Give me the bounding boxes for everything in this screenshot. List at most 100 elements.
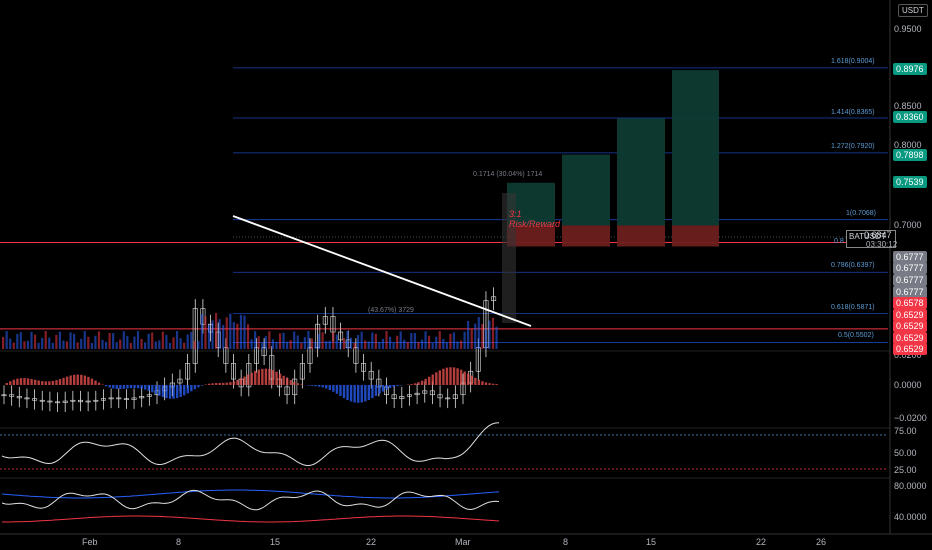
candle-body	[437, 394, 443, 399]
oscillator-bar	[16, 378, 19, 385]
oscillator-bar	[467, 373, 470, 385]
volume-bar	[239, 314, 243, 349]
oscillator-bar	[207, 383, 211, 385]
oscillator-bar	[325, 385, 328, 389]
oscillator-bar	[321, 385, 324, 388]
oscillator-bar	[353, 385, 356, 403]
volume-bar	[438, 331, 441, 349]
oscillator-bar	[459, 369, 463, 385]
oscillator-bar	[346, 385, 349, 401]
volume-bar	[126, 335, 129, 349]
oscillator-bar	[257, 369, 260, 385]
oscillator-bar	[328, 385, 331, 390]
fib-label-05: 0.5(0.5502)	[838, 332, 874, 339]
oscillator-bar	[296, 383, 300, 385]
volume-bar	[83, 331, 86, 349]
oscillator-bar	[58, 379, 62, 385]
candle-body	[253, 347, 259, 364]
volume-bar	[51, 342, 54, 349]
price-axis-label: 75.00	[894, 426, 917, 436]
volume-bar	[456, 341, 459, 349]
fib-label-08: 0.8	[834, 238, 844, 245]
volume-bar	[474, 323, 477, 349]
volume-bar	[399, 331, 402, 349]
volume-bar	[211, 320, 214, 349]
oscillator-bar	[246, 374, 250, 385]
oscillator-bar	[37, 380, 40, 385]
risk-box	[617, 225, 665, 247]
volume-bar	[410, 333, 413, 349]
candle-body	[62, 400, 68, 403]
candle-body	[269, 355, 275, 380]
volume-bar	[303, 337, 306, 349]
oscillator-bar	[73, 374, 76, 385]
oscillator-bar	[211, 383, 214, 385]
oscillator-bar	[147, 385, 150, 391]
oscillator-bar	[474, 377, 477, 385]
oscillator-bar	[488, 383, 491, 385]
volume-bar	[317, 334, 321, 349]
oscillator-bar	[289, 380, 292, 385]
volume-bar	[165, 335, 168, 349]
volume-bar	[144, 342, 147, 349]
oscillator-bar	[112, 385, 115, 389]
volume-bar	[289, 340, 292, 349]
oscillator-bar	[23, 378, 26, 385]
volume-bar	[328, 340, 331, 349]
oscillator-bar	[484, 382, 488, 385]
oscillator-bar	[190, 385, 193, 392]
indicator-line	[1, 489, 500, 499]
price-axis-label: 50.00	[894, 448, 917, 458]
target-box	[672, 70, 719, 226]
oscillator-bar	[44, 381, 47, 385]
candle-body	[131, 397, 137, 400]
oscillator-bar	[388, 385, 392, 389]
candle-body	[353, 347, 359, 364]
candle-body	[39, 399, 45, 402]
symbol-label: BATUSDT	[849, 232, 886, 241]
candle-body	[85, 400, 91, 403]
volume-bar	[112, 333, 115, 349]
oscillator-bar	[314, 385, 317, 387]
volume-bar	[321, 332, 324, 349]
candle-body	[16, 396, 22, 399]
oscillator-bar	[133, 385, 136, 389]
oscillator-bar	[417, 382, 420, 385]
target-price-tag: 0.7898	[893, 149, 927, 161]
oscillator-bar	[431, 374, 434, 385]
oscillator-bar	[51, 380, 55, 385]
oscillator-bar	[94, 380, 97, 385]
volume-bar	[94, 335, 97, 349]
oscillator-bar	[470, 375, 473, 385]
volume-bar	[435, 336, 438, 349]
oscillator-bar	[364, 385, 367, 402]
oscillator-bar	[374, 385, 378, 396]
price-axis-label: 0.8500	[894, 101, 922, 111]
oscillator-bar	[186, 385, 189, 394]
risk-box	[672, 225, 719, 247]
rsi-line	[1, 422, 500, 467]
volume-bar	[48, 337, 51, 349]
oscillator-bar	[452, 367, 456, 385]
candle-body	[284, 386, 290, 396]
oscillator-bar	[179, 385, 182, 397]
volume-bar	[246, 324, 250, 349]
currency-label[interactable]: USDT	[898, 4, 928, 17]
oscillator-bar	[19, 378, 23, 385]
candle-body	[169, 382, 175, 388]
target-box	[562, 154, 610, 226]
oscillator-bar	[445, 367, 449, 385]
oscillator-bar	[161, 385, 165, 398]
oscillator-bar	[463, 371, 466, 385]
fib-label-0618: 0.618(0.5871)	[831, 304, 875, 311]
volume-bar	[250, 339, 253, 349]
oscillator-bar	[442, 368, 445, 385]
candle-body	[78, 399, 84, 403]
oscillator-bar	[30, 378, 33, 385]
volume-bar	[136, 331, 140, 349]
volume-bar	[403, 339, 406, 349]
oscillator-bar	[413, 383, 417, 385]
fib-label-1: 1(0.7068)	[846, 210, 876, 217]
oscillator-bar	[339, 385, 342, 396]
